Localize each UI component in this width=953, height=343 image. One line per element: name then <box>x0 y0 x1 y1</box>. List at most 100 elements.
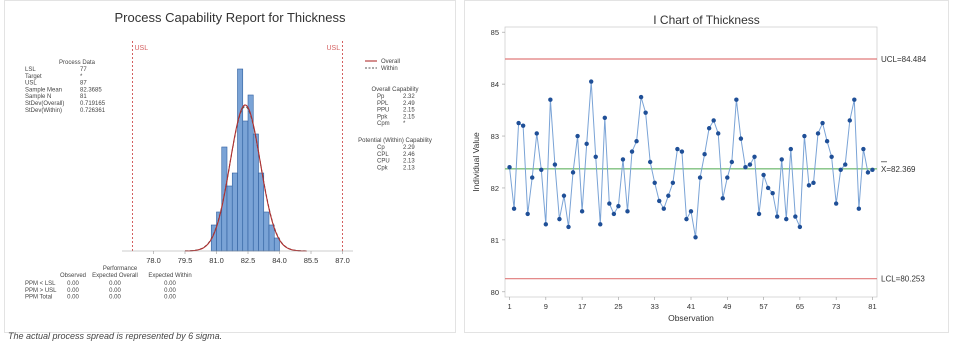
observation-point <box>507 164 512 170</box>
overall-capability-value: 2.49 <box>403 101 415 107</box>
observation-point <box>865 170 871 175</box>
process-data-label: USL <box>25 81 37 87</box>
observation-point <box>779 157 784 162</box>
capability-x-tick-label: 85.5 <box>304 256 319 265</box>
observation-point <box>725 175 730 180</box>
observation-point <box>797 224 803 230</box>
observation-point <box>561 193 567 198</box>
usl-marker: USL <box>327 45 341 52</box>
observation-point <box>756 211 762 217</box>
i-chart-y-axis-label: Individual Value <box>471 132 481 192</box>
performance-value: 0.00 <box>109 288 121 294</box>
observation-point <box>534 131 539 136</box>
observation-point <box>870 167 875 172</box>
process-data-label: StDev(Within) <box>25 108 62 114</box>
observation-point <box>738 136 744 141</box>
observation-point <box>575 133 580 139</box>
observation-point <box>743 164 748 170</box>
observation-point <box>824 139 830 144</box>
within-capability-value: 2.46 <box>403 152 415 158</box>
observation-point <box>829 154 834 160</box>
histogram-bar <box>252 133 259 252</box>
overall-capability-label: PPU <box>377 108 389 114</box>
observation-point <box>588 79 594 84</box>
observation-point <box>693 235 698 240</box>
i-chart-frame <box>504 26 878 298</box>
observation-point <box>770 190 775 196</box>
performance-row-label: PPM > USL <box>25 288 57 294</box>
i-chart-y-tick-label: 85 <box>491 28 499 37</box>
observation-point <box>647 159 653 165</box>
performance-row-label: PPM < LSL <box>25 281 56 287</box>
histogram-bar <box>242 120 249 252</box>
observation-point <box>747 162 753 167</box>
observation-point <box>838 167 843 172</box>
performance-value: 0.00 <box>164 288 176 294</box>
histogram-bar <box>221 146 228 252</box>
observation-point <box>516 120 521 126</box>
observation-point <box>793 214 798 219</box>
observation-point <box>833 201 839 206</box>
within-capability-value: 2.13 <box>403 165 415 171</box>
i-chart-y-tick-label: 82 <box>491 184 499 193</box>
center-label: X=82.369 <box>881 165 916 174</box>
capability-title: Process Capability Report for Thickness <box>114 10 346 25</box>
histogram-bar <box>273 237 280 252</box>
observation-point <box>675 146 680 152</box>
observation-point <box>761 172 766 178</box>
observation-point <box>525 211 530 217</box>
i-chart-x-axis-label: Observation <box>668 313 714 323</box>
i-chart-y-tick-label: 80 <box>491 288 499 297</box>
observation-point <box>806 183 812 188</box>
legend-label: Within <box>381 66 398 72</box>
observation-point <box>774 214 780 219</box>
lcl-label: LCL=80.253 <box>881 275 925 284</box>
i-chart-x-tick-label: 57 <box>759 302 767 311</box>
i-chart-x-tick-label: 41 <box>687 302 695 311</box>
i-chart-x-tick-label: 9 <box>544 302 548 311</box>
performance-value: 0.00 <box>109 281 121 287</box>
process-data-label: Sample Mean <box>25 87 62 93</box>
histogram-bar <box>268 224 275 252</box>
observation-point <box>579 209 585 214</box>
histogram-bar <box>231 172 238 252</box>
i-chart-x-tick-label: 25 <box>614 302 622 311</box>
observation-point <box>752 154 757 160</box>
i-chart-x-tick-label: 81 <box>868 302 876 311</box>
capability-report-panel: Process Capability Report for Thickness … <box>4 0 456 333</box>
observation-point <box>620 157 626 162</box>
within-capability-label: CPU <box>377 159 390 165</box>
capability-x-tick-label: 79.5 <box>178 256 193 265</box>
process-data-label: Target <box>25 74 42 80</box>
within-capability-label: Cpk <box>377 165 389 171</box>
observation-point <box>802 133 807 139</box>
observation-point <box>629 149 635 154</box>
observation-point <box>530 175 535 180</box>
overall-curve <box>185 104 307 252</box>
within-capability-label: Cp <box>377 145 385 151</box>
observation-point <box>611 211 617 217</box>
process-data-value: 81 <box>80 94 87 100</box>
within-capability-label: CPL <box>377 152 389 158</box>
observation-point <box>598 222 603 227</box>
capability-chart: USL USL 78.0 79.5 81.0 82.5 84.0 85.5 87.0 Proces… <box>25 41 432 301</box>
performance-heading: Performance <box>103 266 138 272</box>
i-chart-x-tick-label: 65 <box>796 302 804 311</box>
process-data-label: Sample N <box>25 94 51 100</box>
observation-point <box>702 152 707 157</box>
observation-point <box>716 131 721 136</box>
capability-x-tick-label: 87.0 <box>335 256 350 265</box>
observation-point <box>684 216 689 222</box>
observation-point <box>688 209 694 214</box>
capability-x-tick-label: 82.5 <box>241 256 256 265</box>
performance-column-header: Expected Within <box>148 273 191 279</box>
ucl-label: UCL=84.484 <box>881 55 927 64</box>
observation-point <box>856 206 862 211</box>
i-chart-y-tick-label: 84 <box>491 80 499 89</box>
observation-point <box>638 94 644 100</box>
overall-capability-label: Pp <box>377 94 385 100</box>
capability-x-tick-label: 84.0 <box>272 256 287 265</box>
observation-point <box>520 123 526 128</box>
overall-capability-label: Cpm <box>377 121 390 127</box>
i-chart-x-tick-label: 33 <box>651 302 659 311</box>
